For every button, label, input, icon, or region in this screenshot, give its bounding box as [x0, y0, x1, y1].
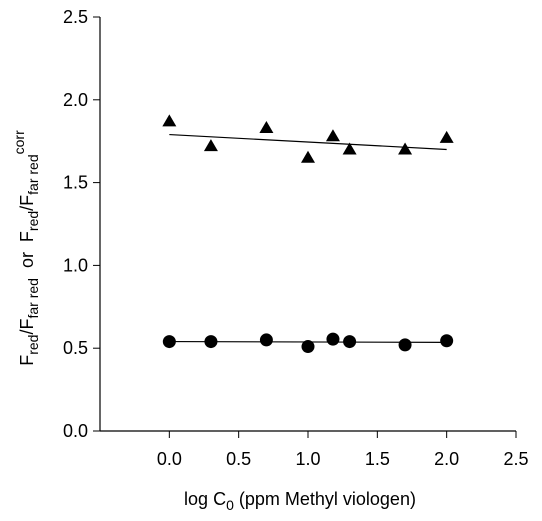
x-label-part: (ppm Methyl viologen) — [234, 489, 416, 509]
x-tick-label: 0.0 — [157, 449, 182, 469]
triangle-marker — [203, 139, 218, 152]
triangle-marker — [325, 129, 340, 142]
y-label-sub: red — [25, 211, 41, 231]
x-label-sub: 0 — [226, 497, 234, 513]
y-label-sup: corr — [11, 130, 27, 154]
circle-marker — [162, 335, 176, 349]
circle-marker — [398, 338, 412, 352]
y-label-part: or — [17, 242, 37, 278]
circle-marker — [204, 335, 218, 349]
triangle-marker — [398, 142, 413, 155]
y-label-part: /F — [17, 319, 37, 335]
x-tick-label: 1.5 — [365, 449, 390, 469]
y-label-sub: red — [25, 335, 41, 355]
y-tick-label: 2.5 — [63, 7, 88, 27]
y-label-sub: far red — [25, 154, 41, 194]
triangle-marker — [259, 120, 274, 133]
y-tick-label: 1.5 — [63, 173, 88, 193]
circle-marker — [343, 335, 357, 349]
y-axis-label: Fred/Ffar red or Fred/Ffar redcorr — [11, 130, 41, 366]
y-label-part: F — [17, 231, 37, 242]
y-tick-label: 1.0 — [63, 255, 88, 275]
x-tick-label: 0.5 — [226, 449, 251, 469]
circle-marker — [326, 332, 340, 346]
x-tick-label: 2.0 — [434, 449, 459, 469]
y-tick-label: 0.0 — [63, 421, 88, 441]
triangle-marker — [342, 142, 357, 155]
triangle-marker — [301, 150, 315, 163]
x-tick-label: 2.5 — [503, 449, 528, 469]
x-label-part: log C — [184, 489, 226, 509]
x-axis-label: log C0 (ppm Methyl viologen) — [184, 489, 416, 513]
x-tick-label: 1.0 — [295, 449, 320, 469]
circle-marker — [259, 333, 273, 347]
circle-marker — [440, 334, 454, 348]
y-tick-label: 2.0 — [63, 90, 88, 110]
triangle-marker — [439, 130, 454, 143]
triangle-marker — [162, 114, 177, 127]
y-tick-label: 0.5 — [63, 338, 88, 358]
circle-marker — [301, 340, 315, 354]
fit-line — [169, 133, 447, 151]
y-label-sub: far red — [25, 278, 41, 318]
y-label-part: /F — [17, 195, 37, 211]
y-label-part: F — [17, 355, 37, 366]
